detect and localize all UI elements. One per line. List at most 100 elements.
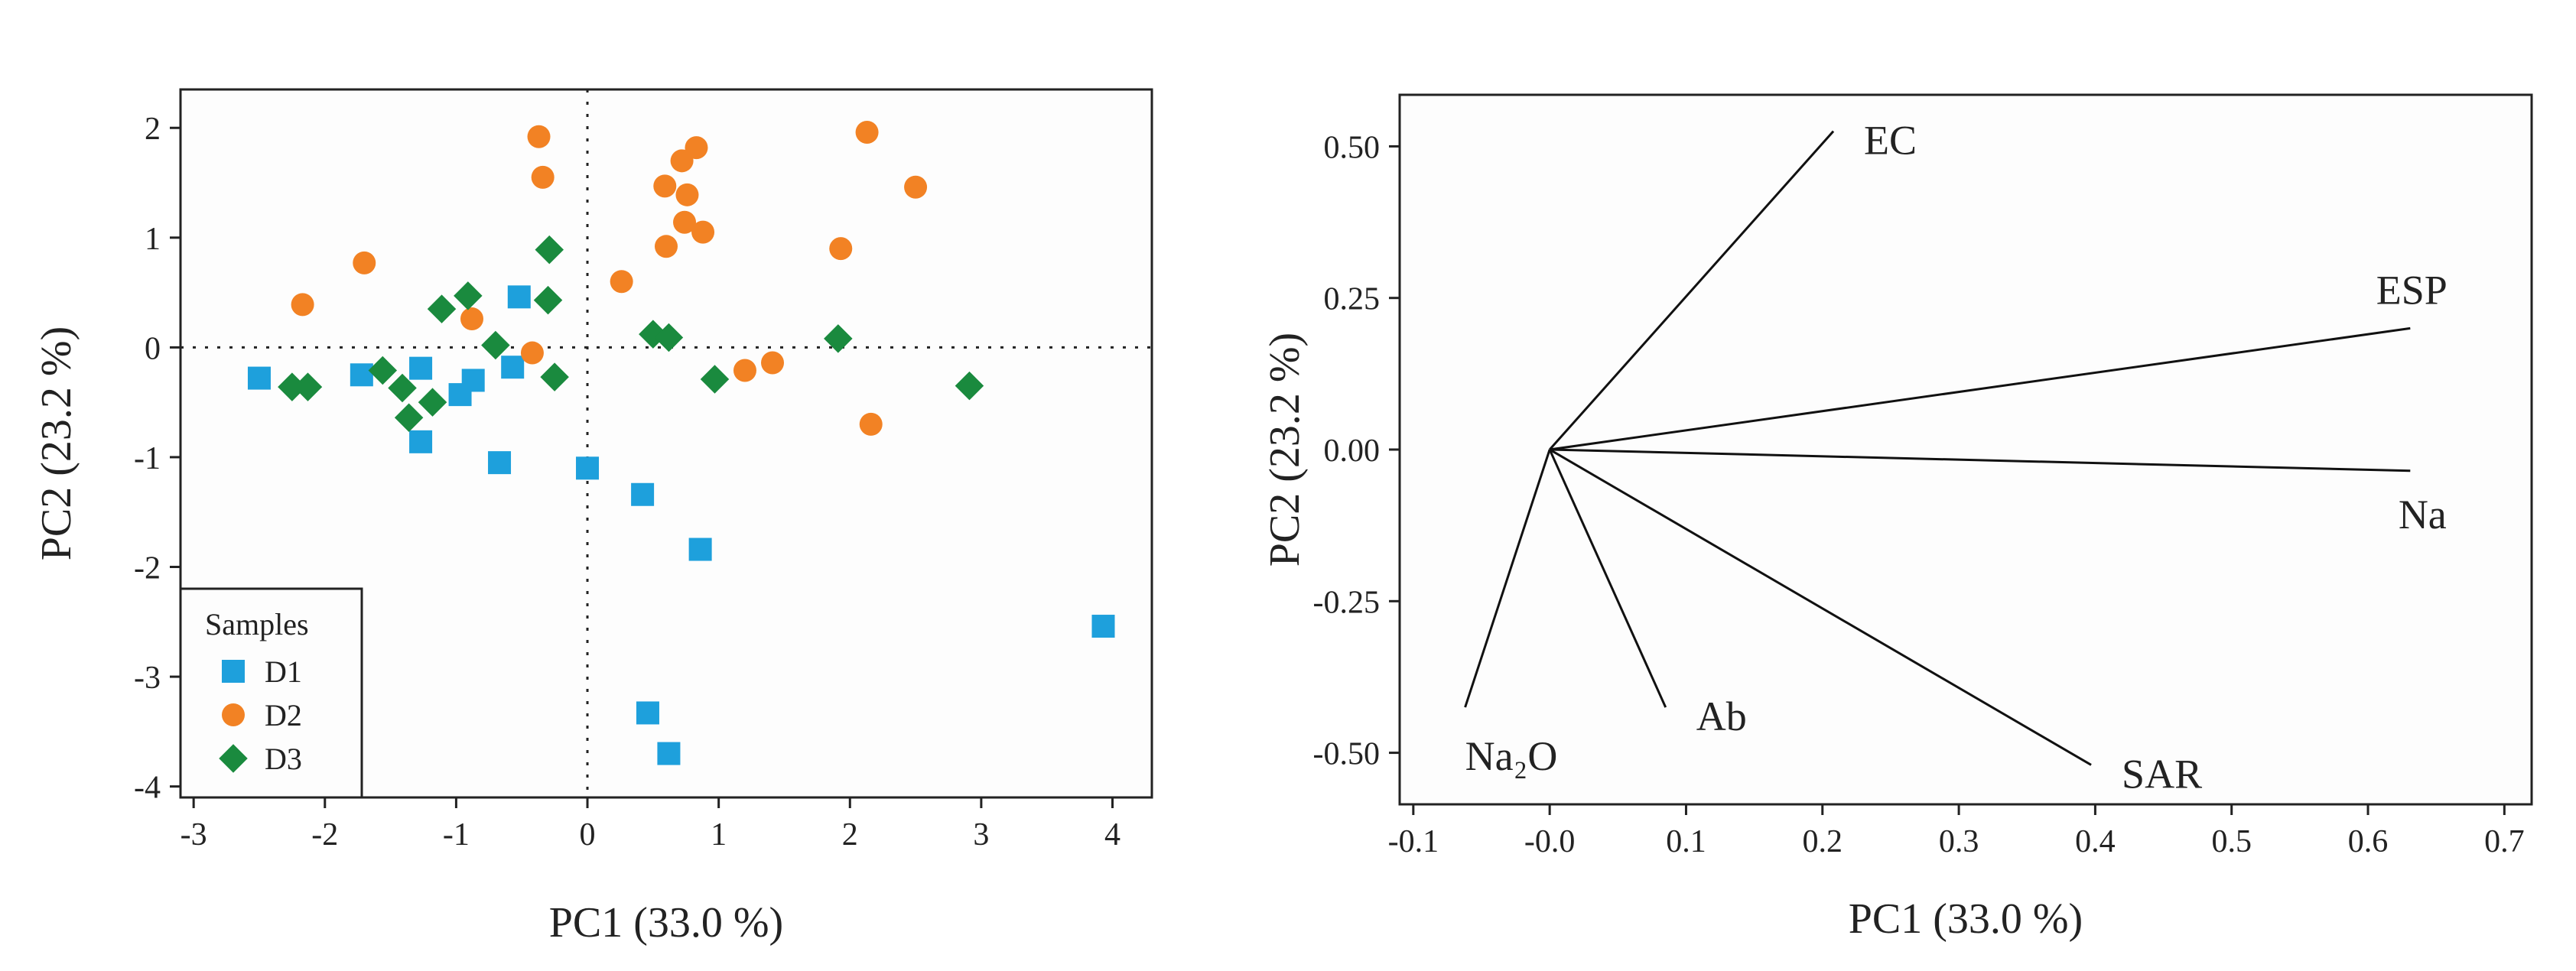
point-d1 bbox=[350, 363, 373, 387]
loading-plot-x-ticks: -0.1 -0.0 0.1 0.2 0.3 0.4 0.5 0.6 0.7 bbox=[1388, 804, 2525, 859]
point-d2 bbox=[904, 175, 928, 199]
vector-na2o bbox=[1464, 449, 1551, 708]
x-tick-label: 4 bbox=[1104, 817, 1120, 852]
series-d2 bbox=[291, 120, 928, 436]
score-plot-x-ticks: -3 -2 -1 0 1 2 3 4 bbox=[181, 797, 1120, 852]
x-tick-label: 0.5 bbox=[2211, 824, 2252, 859]
y-tick-label: -0.50 bbox=[1313, 737, 1381, 772]
point-d3 bbox=[427, 294, 457, 323]
point-d1 bbox=[488, 451, 512, 475]
x-tick-label: 2 bbox=[842, 817, 858, 852]
x-tick-label: -3 bbox=[181, 817, 207, 852]
loading-plot-y-ticks: -0.50 -0.25 0.00 0.25 0.50 bbox=[1313, 130, 1400, 772]
point-d1 bbox=[501, 356, 525, 379]
score-plot-reference-lines bbox=[181, 89, 1152, 797]
point-d1 bbox=[409, 430, 433, 453]
point-d3 bbox=[278, 372, 307, 401]
score-plot-x-axis-title: PC1 (33.0 %) bbox=[549, 899, 783, 947]
point-d3 bbox=[533, 285, 563, 315]
loading-plot-x-axis-title: PC1 (33.0 %) bbox=[1849, 895, 2083, 943]
legend-box bbox=[179, 587, 363, 799]
point-d3 bbox=[481, 330, 510, 360]
point-d2 bbox=[859, 412, 883, 436]
point-d2 bbox=[691, 220, 715, 244]
score-plot: -3 -2 -1 0 1 2 3 4 -4 -3 -2 -1 0 1 2 PC1 (33.0 %) PC2… bbox=[33, 88, 1153, 947]
x-tick-label: 0.3 bbox=[1939, 824, 1979, 859]
vector-na bbox=[1550, 448, 2411, 473]
legend-title: Samples bbox=[205, 607, 309, 641]
y-tick-label: -0.25 bbox=[1313, 585, 1381, 620]
y-tick-label: -4 bbox=[134, 771, 161, 806]
vector-sar bbox=[1549, 448, 2092, 766]
point-d2 bbox=[610, 270, 633, 294]
point-d2 bbox=[460, 307, 483, 331]
vector-label-na2o: Na₂O bbox=[1465, 733, 1558, 779]
point-d3 bbox=[368, 356, 398, 385]
x-tick-label: 0.1 bbox=[1666, 824, 1706, 859]
point-d1 bbox=[461, 369, 485, 392]
score-plot-legend: Samples D1 D2 D3 bbox=[179, 587, 363, 799]
point-d1 bbox=[688, 537, 712, 561]
series-d3 bbox=[278, 235, 984, 433]
y-tick-label: 0.25 bbox=[1324, 282, 1381, 317]
score-plot-y-ticks: -4 -3 -2 -1 0 1 2 bbox=[134, 112, 181, 806]
vector-label-esp: ESP bbox=[2376, 267, 2448, 313]
point-d3 bbox=[293, 372, 323, 401]
y-tick-label: -1 bbox=[134, 441, 161, 476]
point-d3 bbox=[454, 281, 483, 310]
y-tick-label: -3 bbox=[134, 661, 161, 696]
point-d1 bbox=[247, 366, 271, 390]
point-d2 bbox=[291, 293, 314, 317]
point-d3 bbox=[955, 371, 984, 401]
point-d1 bbox=[507, 285, 531, 309]
point-d2 bbox=[733, 359, 756, 382]
point-d2 bbox=[855, 120, 879, 144]
x-tick-label: -0.1 bbox=[1388, 824, 1439, 859]
vector-label-ab: Ab bbox=[1696, 693, 1747, 739]
legend-marker-d2 bbox=[222, 703, 245, 726]
x-tick-label: -0.0 bbox=[1524, 824, 1576, 859]
point-d3 bbox=[540, 362, 569, 391]
point-d3 bbox=[700, 365, 730, 394]
x-tick-label: -1 bbox=[443, 817, 470, 852]
score-plot-y-axis-title: PC2 (23.2 %) bbox=[33, 326, 80, 560]
point-d2 bbox=[353, 251, 376, 274]
legend-label-d2: D2 bbox=[265, 698, 302, 732]
point-d2 bbox=[673, 210, 697, 234]
point-d1 bbox=[636, 701, 659, 725]
point-d1 bbox=[657, 742, 681, 765]
vector-ec bbox=[1549, 130, 1835, 450]
legend-label-d1: D1 bbox=[265, 654, 302, 689]
x-tick-label: 0.7 bbox=[2484, 824, 2525, 859]
legend-label-d3: D3 bbox=[265, 742, 302, 776]
legend-marker-d1 bbox=[222, 660, 245, 683]
loading-plot-y-axis-title: PC2 (23.2 %) bbox=[1261, 333, 1309, 567]
series-d1 bbox=[247, 285, 1115, 765]
vector-esp bbox=[1549, 326, 2411, 451]
vector-label-sar: SAR bbox=[2122, 751, 2202, 797]
y-tick-label: 1 bbox=[145, 222, 161, 257]
point-d3 bbox=[654, 323, 684, 352]
y-tick-label: -2 bbox=[134, 551, 161, 586]
score-plot-points bbox=[247, 120, 1115, 765]
y-tick-label: 2 bbox=[145, 112, 161, 147]
vector-ab bbox=[1548, 449, 1667, 708]
point-d3 bbox=[418, 388, 447, 417]
point-d1 bbox=[631, 482, 655, 506]
point-d2 bbox=[520, 341, 544, 365]
point-d2 bbox=[527, 125, 551, 148]
point-d3 bbox=[394, 403, 424, 433]
x-tick-label: 0 bbox=[580, 817, 596, 852]
point-d3 bbox=[824, 324, 853, 353]
point-d3 bbox=[388, 373, 417, 403]
point-d2 bbox=[531, 165, 555, 189]
point-d2 bbox=[685, 136, 708, 160]
point-d1 bbox=[409, 356, 433, 380]
point-d2 bbox=[675, 183, 699, 206]
point-d1 bbox=[576, 456, 600, 480]
point-d2 bbox=[829, 237, 853, 261]
y-tick-label: 0.00 bbox=[1324, 434, 1381, 469]
legend-marker-d3 bbox=[219, 744, 248, 773]
x-tick-label: 0.2 bbox=[1803, 824, 1843, 859]
